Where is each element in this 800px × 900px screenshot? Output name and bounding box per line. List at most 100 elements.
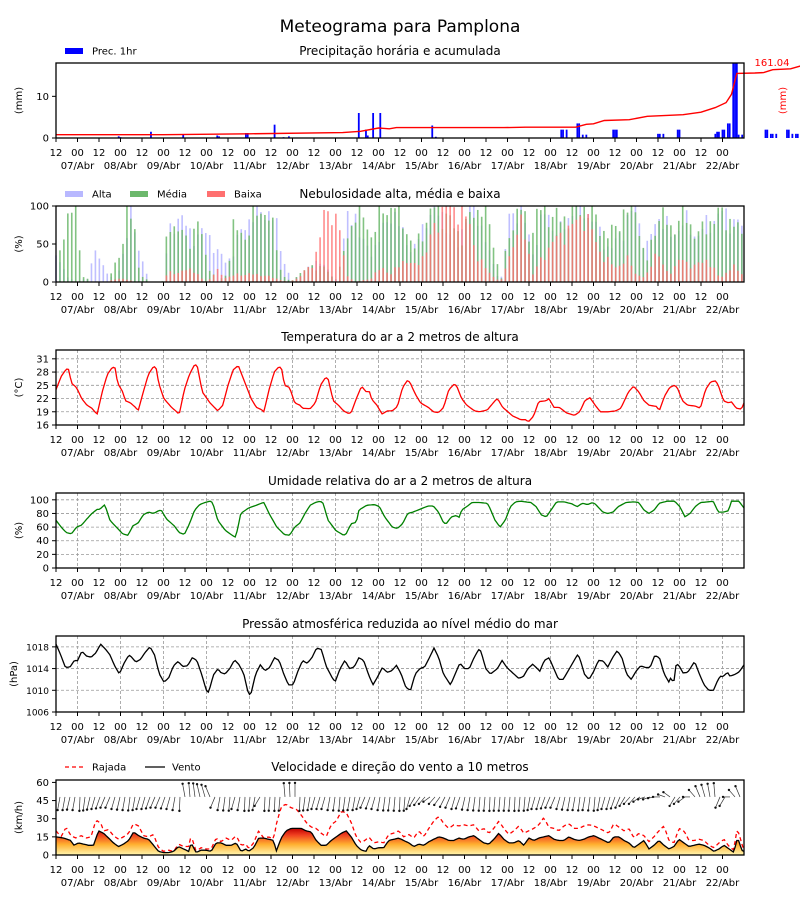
x-tick-label: 00 [243, 578, 256, 589]
wind-arrow [677, 796, 686, 803]
precip-bar [431, 125, 434, 138]
wind-arrow-shaft [86, 796, 91, 810]
cloud-bar [323, 209, 325, 282]
cloud-bar [681, 259, 684, 282]
cloud-bar [417, 233, 420, 282]
cloud-bar [622, 209, 625, 282]
wind-arrow [714, 796, 721, 809]
cloud-bar [335, 213, 337, 282]
wind-arrow [482, 796, 486, 812]
legend-swatch [65, 48, 83, 54]
wind-arrow-shaft [393, 796, 396, 811]
wind-arrow-shaft [637, 796, 646, 800]
x-tick-label: 00 [286, 292, 299, 303]
x-tick-label: 12 [136, 578, 149, 589]
x-tick-label: 12 [308, 148, 321, 159]
cloud-bar [394, 208, 396, 282]
wind-arrow [99, 796, 106, 809]
x-date-label: 07/Abr [61, 305, 95, 316]
wind-arrow [126, 796, 131, 812]
x-tick-label: 12 [265, 722, 278, 733]
x-tick-label: 00 [157, 435, 170, 446]
wind-arrow-shaft [264, 796, 266, 811]
y-tick-label: 31 [36, 354, 49, 365]
wind-arrow-shaft [719, 796, 726, 807]
precip-bar [288, 136, 290, 138]
cloud-bar [603, 262, 605, 282]
wind-arrow-shaft [136, 796, 141, 810]
wind-arrow [466, 796, 471, 812]
cloud-bar [106, 273, 109, 282]
cloud-bar [208, 270, 211, 282]
wind-arrow [544, 796, 551, 809]
cloud-bar [579, 216, 582, 282]
x-tick-label: 00 [200, 292, 213, 303]
wind-arrow-shaft [179, 796, 181, 811]
wind-arrow [605, 796, 611, 811]
x-date-label: 19/Abr [577, 305, 611, 316]
x-tick-label: 12 [480, 148, 493, 159]
cloud-bar [114, 279, 116, 282]
x-tick-label: 00 [114, 578, 127, 589]
wind-arrow-shaft [283, 783, 286, 797]
wind-arrow [71, 796, 76, 812]
cloud-bar [303, 270, 306, 282]
cloud-bar [496, 279, 499, 282]
precip-bar [117, 136, 120, 138]
cloud-bar [433, 223, 436, 282]
x-tick-label: 12 [609, 722, 622, 733]
wind-arrow [131, 796, 136, 812]
cloud-bar [248, 273, 250, 282]
wind-arrow-head [71, 808, 74, 812]
wind-arrow [195, 783, 201, 798]
cloud-bar [457, 224, 459, 282]
x-date-label: 16/Abr [448, 735, 482, 746]
cloud-series-baixa [110, 206, 743, 282]
cloud-bar [67, 213, 69, 282]
cloud-bar [212, 274, 215, 282]
wind-arrow [337, 796, 341, 812]
x-date-label: 21/Abr [663, 735, 697, 746]
cloud-bar [670, 273, 672, 282]
wind-arrow-shaft [663, 791, 671, 798]
cloud-bar [114, 262, 116, 282]
cloud-bar [674, 234, 676, 282]
x-date-label: 12/Abr [276, 878, 310, 889]
cloud-bar [622, 263, 625, 282]
wind-arrow-shaft [428, 796, 436, 805]
cloud-bar [528, 253, 530, 282]
wind-arrow-shaft [160, 796, 166, 809]
cloud-bar [599, 251, 601, 282]
wind-arrow-head [263, 809, 266, 813]
wind-arrow [460, 796, 466, 811]
wind-arrow-head [351, 808, 354, 812]
x-tick-label: 12 [437, 148, 450, 159]
x-tick-label: 12 [351, 578, 364, 589]
cloud-bar [429, 234, 432, 282]
x-tick-label: 12 [480, 722, 493, 733]
x-date-label: 15/Abr [405, 591, 439, 602]
wind-arrow [149, 796, 156, 809]
wind-arrow-head [267, 809, 270, 812]
x-date-label: 07/Abr [61, 161, 95, 172]
wind-arrow [507, 796, 511, 812]
wind-arrow-shaft [338, 796, 341, 811]
legend-label: Baixa [234, 190, 262, 201]
wind-arrow-head [482, 809, 485, 812]
cloud-bar [342, 255, 345, 282]
x-tick-label: 00 [329, 435, 342, 446]
wind-arrow-shaft [352, 796, 356, 811]
x-tick-label: 00 [157, 578, 170, 589]
cloud-bar [63, 239, 65, 282]
wind-arrow-shaft [556, 796, 561, 810]
cloud-bar [417, 265, 420, 282]
precip-bar [560, 129, 563, 138]
x-tick-label: 00 [71, 722, 84, 733]
wind-arrow [571, 796, 576, 812]
x-tick-label: 00 [114, 722, 127, 733]
x-tick-label: 00 [544, 435, 557, 446]
wind-arrow-shaft [347, 796, 351, 811]
cloud-bar [480, 216, 483, 282]
wind-arrow-shaft [192, 783, 196, 797]
x-tick-label: 00 [458, 865, 471, 876]
